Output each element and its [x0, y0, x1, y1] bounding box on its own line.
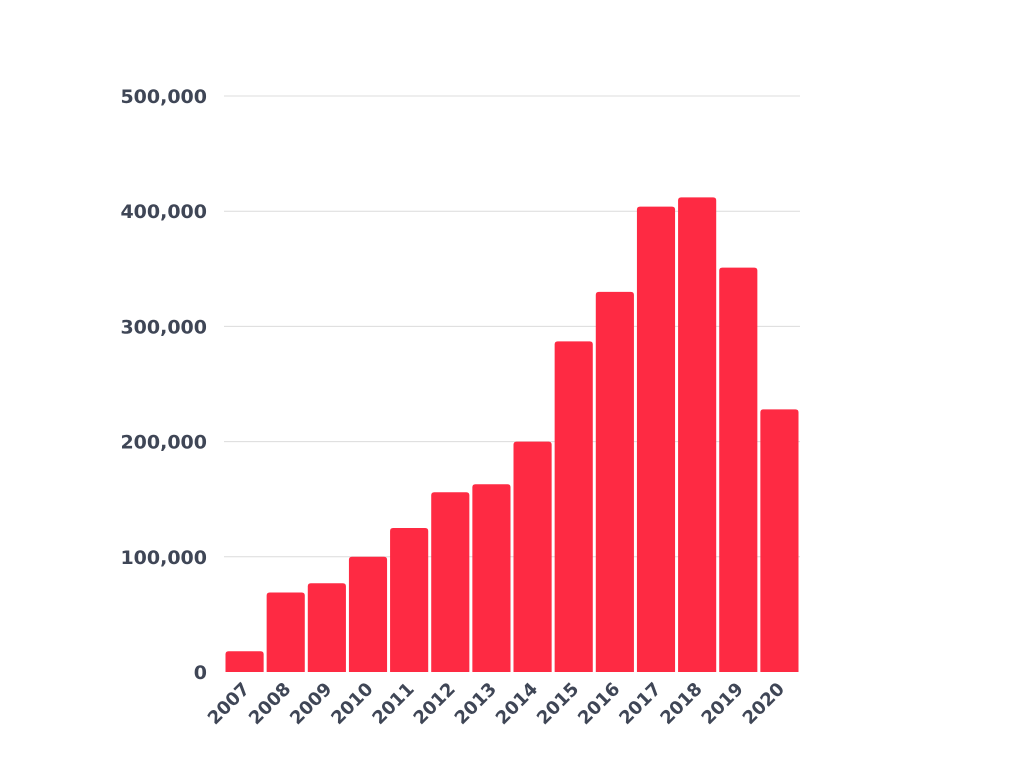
y-tick-label: 100,000: [120, 547, 207, 569]
bar-2013: [472, 484, 511, 672]
bar-2020: [760, 409, 799, 672]
bar-2010: [348, 556, 388, 672]
x-tick-label: 2020: [739, 679, 789, 729]
x-tick-label: 2019: [698, 679, 748, 729]
x-tick-label: 2013: [451, 679, 501, 729]
bar-2014: [513, 441, 552, 672]
x-tick-label: 2015: [533, 679, 583, 729]
bar-2009: [307, 583, 346, 672]
bar-2017: [636, 206, 676, 673]
x-tick-label: 2017: [615, 679, 665, 729]
x-tick-label: 2007: [204, 679, 254, 729]
bar-2018: [678, 197, 717, 672]
x-tick-label: 2016: [574, 679, 624, 729]
x-tick-label: 2011: [368, 679, 418, 729]
bar-2015: [554, 341, 593, 672]
bar-2019: [719, 267, 758, 672]
x-tick-label: 2009: [286, 679, 336, 729]
y-tick-label: 0: [194, 662, 207, 684]
y-tick-label: 500,000: [120, 86, 207, 108]
bar-2008: [266, 592, 305, 672]
bar-2007: [225, 651, 264, 672]
bar-2016: [595, 291, 634, 672]
y-tick-label: 300,000: [120, 316, 207, 338]
bar-2012: [431, 492, 470, 672]
x-tick-label: 2018: [656, 679, 706, 729]
x-tick-label: 2012: [410, 679, 460, 729]
x-tick-label: 2010: [327, 679, 377, 729]
x-tick-label: 2008: [245, 679, 295, 729]
bar-2011: [390, 528, 429, 672]
x-tick-label: 2014: [492, 679, 542, 729]
y-tick-label: 400,000: [120, 201, 207, 223]
y-tick-label: 200,000: [120, 432, 207, 454]
